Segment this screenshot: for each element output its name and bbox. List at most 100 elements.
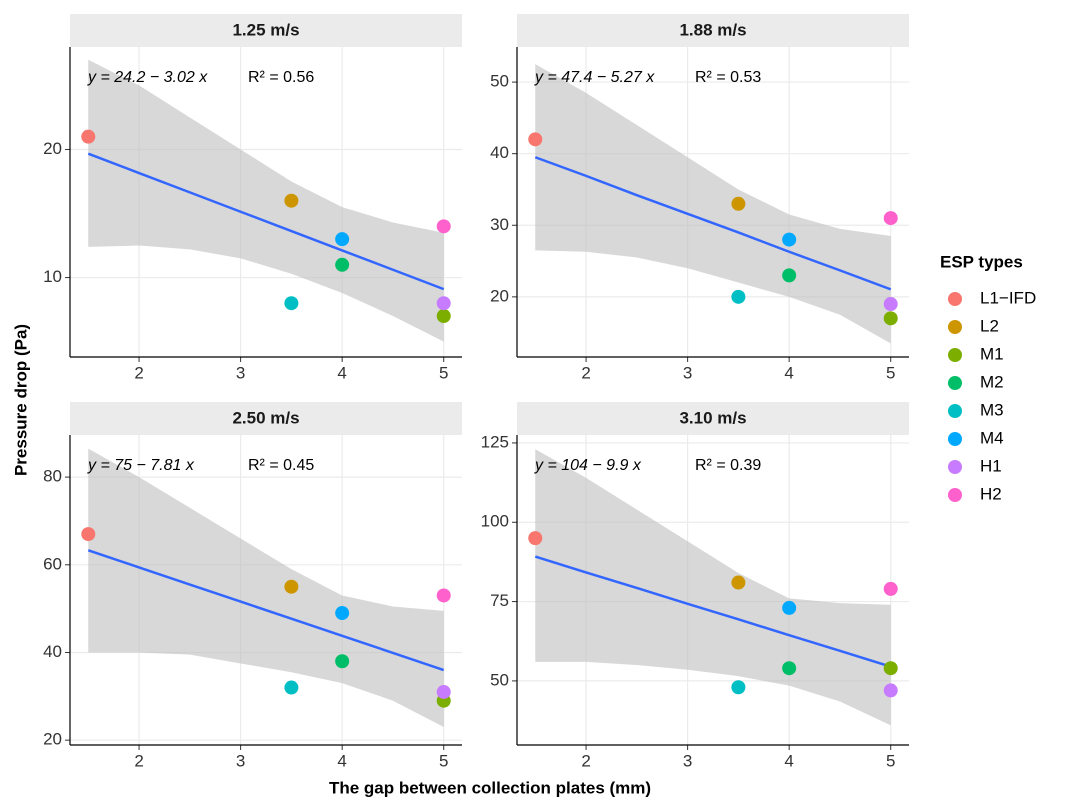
y-tick-label: 40 xyxy=(43,642,62,661)
x-tick-label: 4 xyxy=(337,751,346,770)
legend-label: M2 xyxy=(980,372,1004,391)
x-axis-title: The gap between collection plates (mm) xyxy=(329,778,651,797)
strip-bg xyxy=(517,14,909,47)
confidence-band xyxy=(88,59,444,342)
x-tick-label: 2 xyxy=(581,363,590,382)
equation: y = 24.2 − 3.02 x xyxy=(87,69,208,86)
r-squared: R² = 0.53 xyxy=(695,69,761,86)
point xyxy=(284,579,299,594)
y-axis-title: Pressure drop (Pa) xyxy=(11,324,30,476)
point xyxy=(528,531,543,546)
legend-label: M4 xyxy=(980,428,1004,447)
point xyxy=(883,211,898,226)
y-tick-label: 80 xyxy=(43,467,62,486)
legend-label: L2 xyxy=(980,316,999,335)
point xyxy=(528,132,543,147)
fit-line xyxy=(534,156,892,291)
y-tick-label: 20 xyxy=(490,286,509,305)
x-tick-label: 3 xyxy=(236,363,245,382)
legend-swatch xyxy=(948,432,962,446)
point xyxy=(81,527,96,542)
legend-title: ESP types xyxy=(940,252,1023,271)
y-tick-label: 10 xyxy=(43,267,62,286)
point xyxy=(284,193,299,208)
point xyxy=(436,309,451,324)
legend-swatch xyxy=(948,292,962,306)
point xyxy=(436,588,451,603)
point xyxy=(782,600,797,615)
r-squared: R² = 0.56 xyxy=(248,69,314,86)
x-tick-label: 4 xyxy=(337,363,346,382)
confidence-band xyxy=(535,64,891,344)
point xyxy=(782,268,797,283)
y-tick-label: 60 xyxy=(43,554,62,573)
strip-title: 2.50 m/s xyxy=(232,408,299,427)
point xyxy=(436,219,451,234)
point xyxy=(335,606,350,621)
x-tick-label: 4 xyxy=(784,751,793,770)
strip-title: 3.10 m/s xyxy=(679,408,746,427)
y-tick-label: 20 xyxy=(43,139,62,158)
point xyxy=(335,654,350,669)
legend-swatch xyxy=(948,376,962,390)
r-squared: R² = 0.45 xyxy=(248,457,314,474)
fit-line xyxy=(87,152,445,291)
y-tick-label: 50 xyxy=(490,670,509,689)
x-tick-label: 3 xyxy=(683,751,692,770)
point xyxy=(782,661,797,676)
x-tick-label: 2 xyxy=(134,363,143,382)
legend-swatch xyxy=(948,404,962,418)
x-tick-label: 5 xyxy=(886,363,895,382)
legend-label: M1 xyxy=(980,344,1004,363)
point xyxy=(883,297,898,312)
point xyxy=(782,232,797,247)
point xyxy=(81,129,96,144)
strip-bg xyxy=(517,402,909,435)
legend-label: H2 xyxy=(980,484,1002,503)
y-tick-label: 30 xyxy=(490,215,509,234)
point xyxy=(284,680,299,695)
y-tick-label: 40 xyxy=(490,143,509,162)
point xyxy=(731,196,746,211)
strip-title: 1.25 m/s xyxy=(232,20,299,39)
x-tick-label: 2 xyxy=(134,751,143,770)
point xyxy=(883,683,898,698)
equation: y = 47.4 − 5.27 x xyxy=(534,69,655,86)
legend-label: H1 xyxy=(980,456,1002,475)
x-tick-label: 5 xyxy=(439,363,448,382)
r-squared: R² = 0.39 xyxy=(695,457,761,474)
legend-label: M3 xyxy=(980,400,1004,419)
y-tick-label: 20 xyxy=(43,730,62,749)
point xyxy=(883,311,898,326)
x-tick-label: 5 xyxy=(886,751,895,770)
y-tick-label: 75 xyxy=(490,591,509,610)
x-tick-label: 3 xyxy=(236,751,245,770)
fit-line xyxy=(534,555,892,668)
y-tick-label: 100 xyxy=(481,512,509,531)
confidence-band xyxy=(88,448,444,728)
strip-title: 1.88 m/s xyxy=(679,20,746,39)
fit-line xyxy=(87,549,445,672)
confidence-band xyxy=(535,449,891,726)
strip-bg xyxy=(70,14,462,47)
equation: y = 75 − 7.81 x xyxy=(87,457,195,474)
point xyxy=(731,680,746,695)
point xyxy=(284,296,299,311)
x-tick-label: 3 xyxy=(683,363,692,382)
point xyxy=(883,661,898,676)
legend-swatch xyxy=(948,488,962,502)
x-tick-label: 4 xyxy=(784,363,793,382)
legend-swatch xyxy=(948,320,962,334)
point xyxy=(731,289,746,304)
point xyxy=(335,232,350,247)
point xyxy=(436,296,451,311)
legend-label: L1−IFD xyxy=(980,288,1036,307)
y-tick-label: 125 xyxy=(481,432,509,451)
x-tick-label: 2 xyxy=(581,751,590,770)
legend-swatch xyxy=(948,460,962,474)
point xyxy=(335,257,350,272)
point xyxy=(731,575,746,590)
y-tick-label: 50 xyxy=(490,72,509,91)
legend-swatch xyxy=(948,348,962,362)
